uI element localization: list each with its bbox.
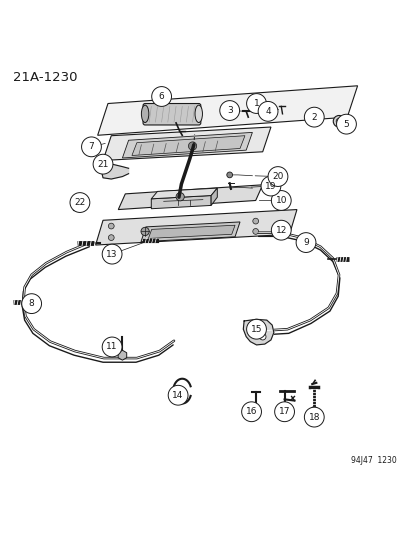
Circle shape [246, 94, 266, 114]
Text: 15: 15 [250, 325, 261, 334]
Text: 4: 4 [265, 107, 270, 116]
Text: 11: 11 [106, 343, 118, 351]
Polygon shape [118, 185, 262, 209]
Text: 17: 17 [278, 407, 290, 416]
Circle shape [281, 405, 287, 410]
Text: 14: 14 [172, 391, 183, 400]
Circle shape [271, 191, 290, 211]
Circle shape [108, 235, 114, 240]
Text: 22: 22 [74, 198, 85, 207]
FancyBboxPatch shape [143, 103, 200, 125]
Circle shape [176, 192, 184, 201]
Circle shape [336, 114, 356, 134]
Circle shape [332, 116, 344, 127]
Polygon shape [118, 350, 126, 360]
Text: 13: 13 [106, 249, 118, 259]
Text: 21A-1230: 21A-1230 [13, 70, 77, 84]
Text: 21: 21 [97, 160, 109, 168]
Circle shape [295, 233, 315, 253]
Circle shape [188, 142, 196, 150]
Circle shape [102, 244, 122, 264]
Circle shape [219, 101, 239, 120]
Ellipse shape [141, 105, 148, 123]
Circle shape [259, 333, 266, 340]
Text: 6: 6 [158, 92, 164, 101]
Polygon shape [95, 209, 296, 245]
Circle shape [93, 154, 113, 174]
Circle shape [335, 118, 341, 124]
Polygon shape [151, 188, 217, 199]
Circle shape [168, 385, 188, 405]
Text: 18: 18 [308, 413, 319, 422]
Ellipse shape [195, 105, 202, 123]
Circle shape [268, 167, 287, 187]
Text: 10: 10 [275, 196, 286, 205]
Circle shape [22, 294, 41, 313]
Text: 1: 1 [253, 99, 259, 108]
Polygon shape [122, 132, 252, 158]
Circle shape [304, 107, 323, 127]
Circle shape [102, 337, 122, 357]
Circle shape [258, 101, 277, 122]
Circle shape [151, 86, 171, 107]
Text: 94J47  1230: 94J47 1230 [350, 456, 396, 465]
Circle shape [252, 229, 258, 235]
Circle shape [261, 176, 280, 196]
Circle shape [309, 407, 318, 415]
Polygon shape [141, 222, 240, 242]
Text: 9: 9 [302, 238, 308, 247]
Circle shape [274, 402, 294, 422]
Circle shape [271, 220, 290, 240]
Text: 2: 2 [311, 112, 316, 122]
Polygon shape [73, 197, 87, 209]
Polygon shape [211, 188, 217, 205]
Circle shape [108, 223, 114, 229]
Circle shape [246, 319, 266, 339]
Circle shape [253, 406, 258, 411]
Circle shape [81, 137, 101, 157]
Polygon shape [132, 136, 244, 156]
Circle shape [70, 192, 90, 213]
Polygon shape [148, 225, 235, 238]
Circle shape [141, 227, 149, 236]
Polygon shape [97, 86, 357, 135]
Text: 20: 20 [272, 172, 283, 181]
Text: 12: 12 [275, 225, 286, 235]
Polygon shape [102, 164, 128, 179]
Text: 16: 16 [245, 407, 257, 416]
Circle shape [226, 172, 232, 178]
Circle shape [252, 321, 260, 329]
Text: 5: 5 [343, 119, 349, 128]
Circle shape [241, 402, 261, 422]
Text: 7: 7 [88, 142, 94, 151]
Polygon shape [103, 127, 270, 160]
Text: 19: 19 [265, 182, 276, 190]
Polygon shape [243, 319, 273, 345]
Text: 3: 3 [226, 106, 232, 115]
Circle shape [252, 218, 258, 224]
Circle shape [304, 407, 323, 427]
Polygon shape [151, 196, 211, 209]
Text: 8: 8 [28, 299, 34, 308]
